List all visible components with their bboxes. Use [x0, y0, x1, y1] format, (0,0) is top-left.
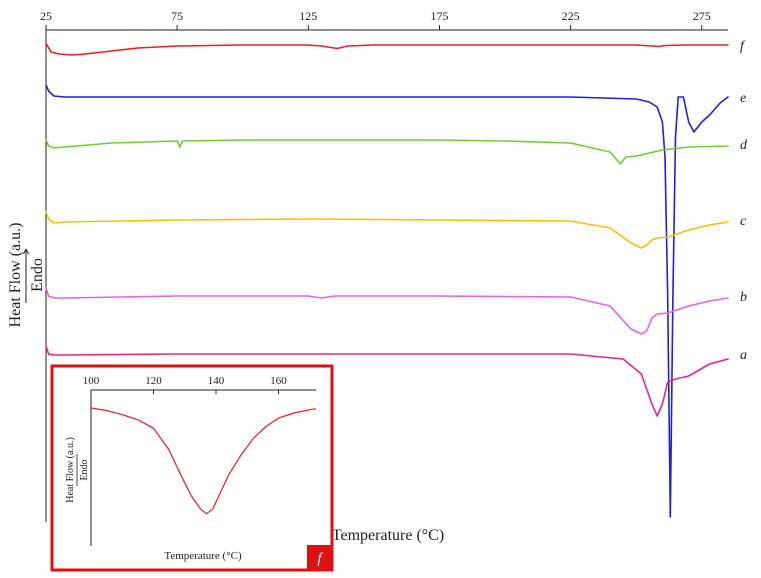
- curve-c: [45, 211, 729, 249]
- curve-d: [45, 139, 729, 165]
- inset-y-axis-label-text: Heat Flow (a.u.): [65, 437, 76, 503]
- inset-y-axis-label: Heat Flow (a.u.) Endo: [65, 437, 90, 503]
- inset-frame: [50, 364, 334, 572]
- curve-e: [45, 84, 729, 518]
- main-x-tick-label-0: 25: [40, 9, 52, 23]
- curve-label-b: b: [740, 290, 747, 305]
- curve-f: [45, 42, 729, 56]
- main-y-axis-endo-label: Endo: [29, 258, 46, 292]
- inset-panel-badge: [307, 545, 332, 570]
- main-x-axis-label: Temperature (°C): [332, 527, 444, 544]
- main-x-tick-label-5: 275: [693, 9, 711, 23]
- curve-label-a: a: [740, 348, 747, 363]
- inset-x-ticks: [90, 390, 279, 394]
- main-curve-labels: f e d c b a: [740, 39, 748, 363]
- main-x-tick-label-3: 175: [430, 9, 448, 23]
- main-x-tick-labels: 25 75 125 175 225 275: [40, 9, 711, 23]
- inset-x-tick-label-0: 100: [83, 375, 100, 387]
- curve-label-e: e: [740, 91, 746, 106]
- inset-x-tick-label-2: 140: [208, 375, 225, 387]
- curve-a: [45, 345, 729, 417]
- curve-label-d: d: [740, 138, 748, 153]
- inset-panel-label: f: [317, 551, 323, 567]
- inset-x-tick-label-3: 160: [270, 375, 287, 387]
- inset-x-tick-labels: 100 120 140 160: [83, 375, 288, 387]
- main-y-axis-label: Heat Flow (a.u.) Endo: [7, 223, 46, 328]
- inset-x-axis-label: Temperature (°C): [164, 550, 242, 562]
- main-x-tick-label-2: 125: [299, 9, 317, 23]
- main-x-tick-label-4: 225: [562, 9, 580, 23]
- main-x-ticks: [45, 25, 703, 30]
- main-x-tick-label-1: 75: [171, 9, 183, 23]
- main-y-axis-arrowhead: [23, 248, 29, 255]
- curve-b: [45, 287, 729, 335]
- inset-curve-f: [90, 407, 317, 515]
- main-chart: 25 75 125 175 225 275 f e d c b a Temperature (°C)…: [7, 9, 748, 544]
- inset-chart: 100 120 140 160 Temperature (°C) Heat Flow …: [50, 364, 334, 572]
- main-curves: [45, 42, 729, 518]
- curve-label-f: f: [740, 39, 746, 54]
- inset-x-tick-label-1: 120: [145, 375, 162, 387]
- inset-curves: [90, 407, 317, 515]
- inset-y-axis-endo-label: Endo: [79, 459, 90, 480]
- main-y-axis-label-text: Heat Flow (a.u.): [7, 223, 24, 328]
- curve-label-c: c: [740, 214, 747, 229]
